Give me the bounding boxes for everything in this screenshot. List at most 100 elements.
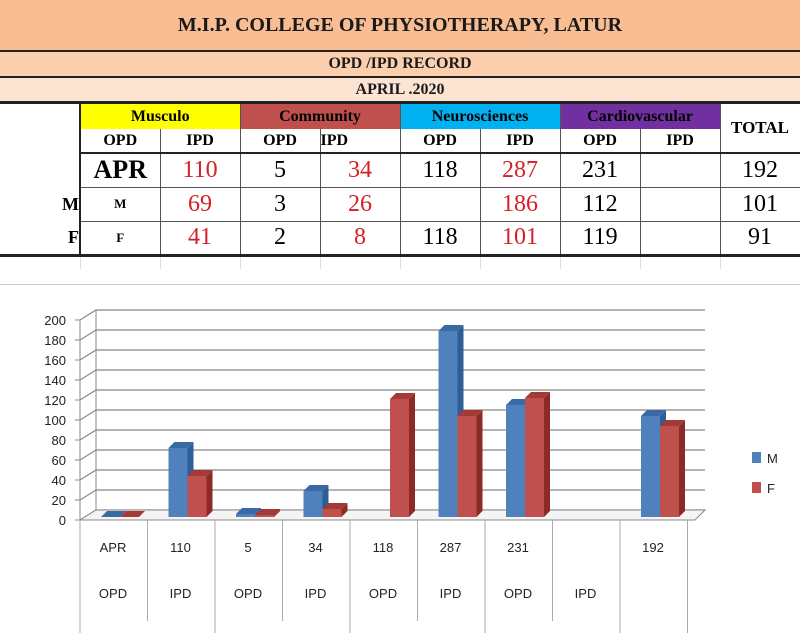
- bar-chart-3d: 0 20 40 60 80 100 120 140 160 180 200 APR OPD 110 IPD 5…: [44, 309, 778, 633]
- cell: APR: [80, 153, 161, 188]
- page-title: M.I.P. COLLEGE OF PHYSIOTHERAPY, LATUR: [0, 0, 800, 52]
- sub-header: IPD: [320, 129, 401, 154]
- x-tick-label: APR: [100, 540, 127, 555]
- cell: [640, 187, 721, 222]
- bar-top-M: [641, 410, 666, 416]
- x-tick-label-type: IPD: [575, 586, 597, 601]
- cell: 118: [400, 221, 481, 257]
- x-tick-label-type: OPD: [99, 586, 127, 601]
- x-tick-label: 231: [507, 540, 529, 555]
- x-tick-label-type: IPD: [170, 586, 192, 601]
- cell: 119: [560, 221, 641, 257]
- sub-header: OPD: [400, 129, 481, 154]
- x-tick-label: 118: [373, 540, 394, 555]
- record-subtitle: OPD /IPD RECORD: [0, 52, 800, 78]
- bar-top-M: [168, 442, 194, 448]
- bar-F: [322, 509, 342, 517]
- bar-F: [390, 399, 409, 517]
- bar-F: [457, 416, 477, 517]
- cell: 8: [320, 221, 401, 257]
- cell: 101: [720, 187, 800, 222]
- y-tick-label: 0: [59, 513, 66, 528]
- y-tick-label: 20: [52, 493, 66, 508]
- record-period: APRIL .2020: [0, 78, 800, 104]
- sub-header: OPD: [80, 129, 161, 154]
- bar-F: [525, 398, 544, 517]
- bar-side-F: [476, 410, 483, 517]
- bar-M: [303, 491, 323, 517]
- bar-top-F: [660, 420, 685, 426]
- row-side-label: [0, 153, 81, 187]
- bar-M: [641, 416, 660, 517]
- cell: F: [80, 221, 161, 257]
- bar-F: [187, 476, 207, 517]
- bar-side-F: [341, 503, 348, 517]
- table-row: APR 110 5 34 118 287 231 192: [0, 153, 800, 188]
- cell: 101: [480, 221, 561, 257]
- cell: 41: [160, 221, 241, 257]
- y-tick-label: 60: [52, 453, 66, 468]
- x-tick-label: 287: [440, 540, 462, 555]
- x-tick-label-type: OPD: [369, 586, 397, 601]
- gridline: [79, 309, 705, 321]
- opd-ipd-table: Musculo Community Neurosciences Cardiova…: [0, 104, 800, 269]
- x-tick-label-type: OPD: [504, 586, 532, 601]
- bar-top-F: [390, 393, 415, 399]
- cell: 112: [560, 187, 641, 222]
- gridline: [79, 349, 705, 361]
- bar-top-M: [438, 325, 464, 331]
- legend-label: M: [767, 451, 778, 466]
- sub-header: OPD: [240, 129, 321, 154]
- y-tick-label: 160: [44, 353, 66, 368]
- cell: [640, 153, 721, 188]
- y-tick-label: 200: [44, 313, 66, 328]
- row-side-label: M: [0, 187, 81, 221]
- category-musculo: Musculo: [80, 104, 241, 129]
- bar-top-F: [255, 509, 280, 515]
- bar-top-F: [457, 410, 483, 416]
- gridline: [79, 369, 705, 381]
- x-tick-label: 34: [308, 540, 322, 555]
- table-row: M M 69 3 26 186 112 101: [0, 187, 800, 222]
- sub-header: IPD: [160, 129, 241, 154]
- legend-label: F: [767, 481, 775, 496]
- bar-M: [236, 514, 255, 517]
- bar-top-F: [322, 503, 348, 509]
- cell: 5: [240, 153, 321, 188]
- category-community: Community: [240, 104, 401, 129]
- category-cardiovascular: Cardiovascular: [560, 104, 721, 129]
- cell: 110: [160, 153, 241, 188]
- sub-header: IPD: [480, 129, 561, 154]
- y-tick-label: 140: [44, 373, 66, 388]
- cell: M: [80, 187, 161, 222]
- x-tick-label: 110: [170, 540, 191, 555]
- cell: 118: [400, 153, 481, 188]
- cell: 231: [560, 153, 641, 188]
- cell: 26: [320, 187, 401, 222]
- blank-cell: [0, 104, 81, 129]
- bar-top-F: [525, 392, 550, 398]
- bar-side-F: [274, 509, 280, 517]
- y-tick-label: 80: [52, 433, 66, 448]
- bar-top-F: [187, 470, 213, 476]
- x-tick-label-type: IPD: [440, 586, 462, 601]
- cell: 34: [320, 153, 401, 188]
- sub-header: OPD: [560, 129, 641, 154]
- bar-top-M: [303, 485, 329, 491]
- cell: 91: [720, 221, 800, 257]
- cell: 2: [240, 221, 321, 257]
- bar-side-F: [679, 420, 685, 517]
- x-tick-label: 192: [642, 540, 664, 555]
- category-neurosciences: Neurosciences: [400, 104, 561, 129]
- y-tick-label: 120: [44, 393, 66, 408]
- total-header: TOTAL: [720, 104, 800, 154]
- bar-M: [438, 331, 458, 517]
- bar-F: [255, 515, 274, 517]
- bar-top-M: [101, 511, 126, 517]
- cell: 192: [720, 153, 800, 188]
- cell: [640, 221, 721, 257]
- x-tick-label-type: OPD: [234, 586, 262, 601]
- x-tick-label: 5: [244, 540, 251, 555]
- cell: 3: [240, 187, 321, 222]
- bar-side-F: [544, 392, 550, 517]
